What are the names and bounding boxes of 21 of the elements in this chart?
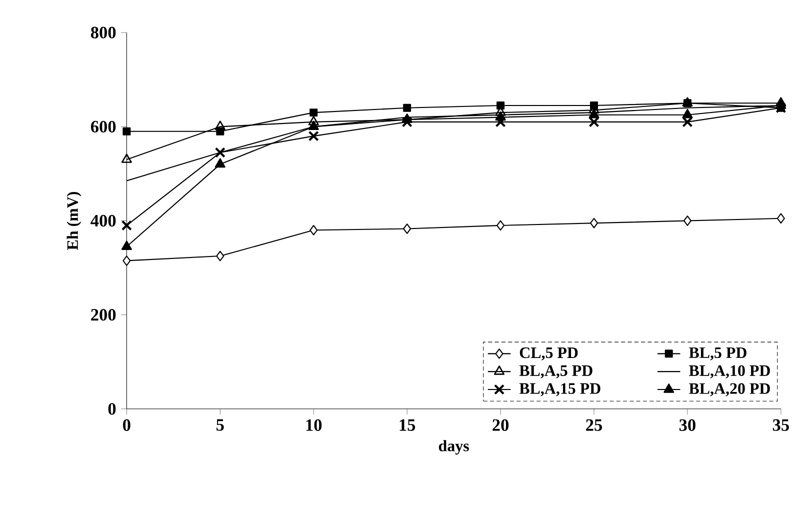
- y-axis-title: Eh (mV): [66, 192, 82, 250]
- y-tick-label: 200: [91, 309, 116, 321]
- legend-label: BL,5 PD: [688, 348, 746, 361]
- x-tick-label: 25: [586, 419, 602, 432]
- legend-label: CL,5 PD: [520, 348, 578, 361]
- x-tick-label: 20: [492, 419, 509, 432]
- x-tick-label: 35: [772, 419, 789, 432]
- y-tick-label: 400: [90, 215, 116, 227]
- legend-label: BL,A,15 PD: [519, 383, 600, 396]
- legend-label: BL,A,10 PD: [688, 365, 770, 379]
- x-tick-label: 5: [216, 419, 224, 431]
- x-tick-label: 0: [123, 419, 130, 432]
- x-tick-label: 10: [306, 419, 322, 432]
- y-tick-label: 800: [90, 26, 116, 39]
- legend-label: BL,A,20 PD: [688, 383, 770, 396]
- legend-label: BL,A,5 PD: [519, 365, 592, 378]
- x-axis-title: days: [438, 440, 469, 455]
- x-tick-label: 30: [679, 419, 696, 432]
- x-tick-label: 15: [400, 419, 416, 432]
- y-tick-label: 0: [108, 403, 116, 415]
- y-tick-label: 600: [90, 121, 116, 133]
